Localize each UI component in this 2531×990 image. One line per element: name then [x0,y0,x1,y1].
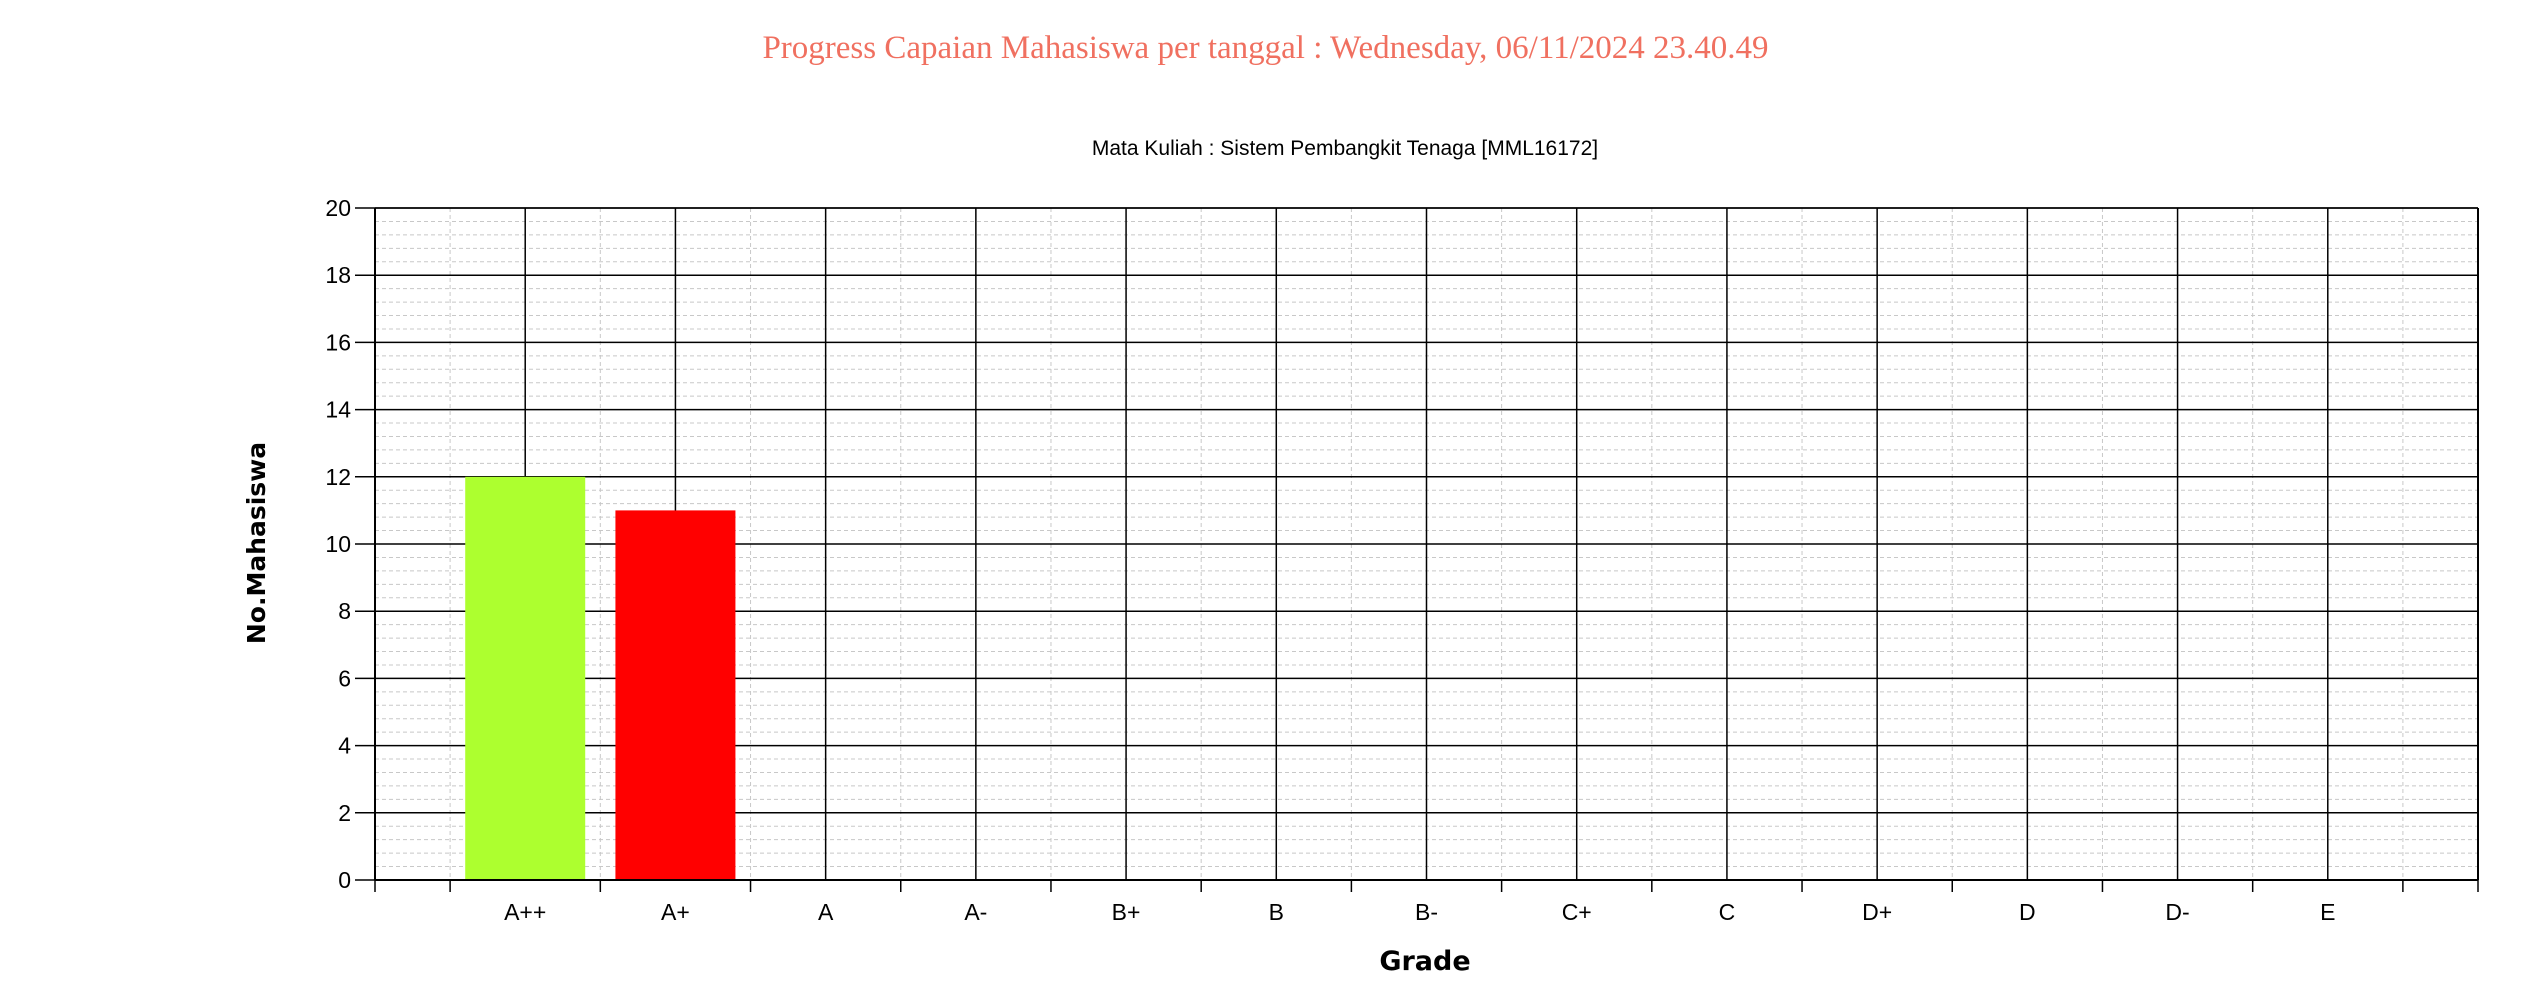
y-tick-label: 12 [325,464,351,490]
y-tick-label: 14 [325,397,351,423]
x-tick-label: B- [1415,899,1438,925]
x-tick-label: A- [964,899,987,925]
bar-A+ [615,510,736,880]
x-tick-label: A [818,899,834,925]
chart-title: Mata Kuliah : Sistem Pembangkit Tenaga [… [1092,137,1598,160]
y-tick-label: 6 [338,665,351,691]
y-tick-label: 8 [338,598,351,624]
x-tick-label: A++ [504,899,546,925]
y-tick-label: 2 [338,800,351,826]
x-tick-label: A+ [661,899,690,925]
y-axis-label: No.Mahasiswa [242,442,271,644]
y-tick-label: 16 [325,329,351,355]
y-tick-labels: 0 2 4 6 8 10 12 14 16 18 20 [325,195,351,893]
x-tick-labels: A++ A+ A A- B+ B B- C+ C D+ D D- E [504,899,2335,925]
x-tick-label: B [1269,899,1284,925]
x-tick-label: D+ [1862,899,1892,925]
y-tick-label: 18 [325,262,351,288]
axes [355,207,2479,892]
x-tick-label: D [2019,899,2036,925]
x-tick-label: E [2320,899,2335,925]
x-tick-label: C+ [1562,899,1592,925]
y-tick-label: 4 [338,733,351,759]
x-tick-label: B+ [1112,899,1141,925]
y-tick-label: 20 [325,195,351,221]
y-tick-label: 0 [338,867,351,893]
y-tick-label: 10 [325,531,351,557]
page-title: Progress Capaian Mahasiswa per tanggal :… [762,30,1769,66]
x-tick-label: D- [2165,899,2189,925]
bars [465,476,736,880]
x-axis-label: Grade [1379,946,1470,977]
x-tick-label: C [1719,899,1736,925]
bar-A++ [465,476,586,880]
